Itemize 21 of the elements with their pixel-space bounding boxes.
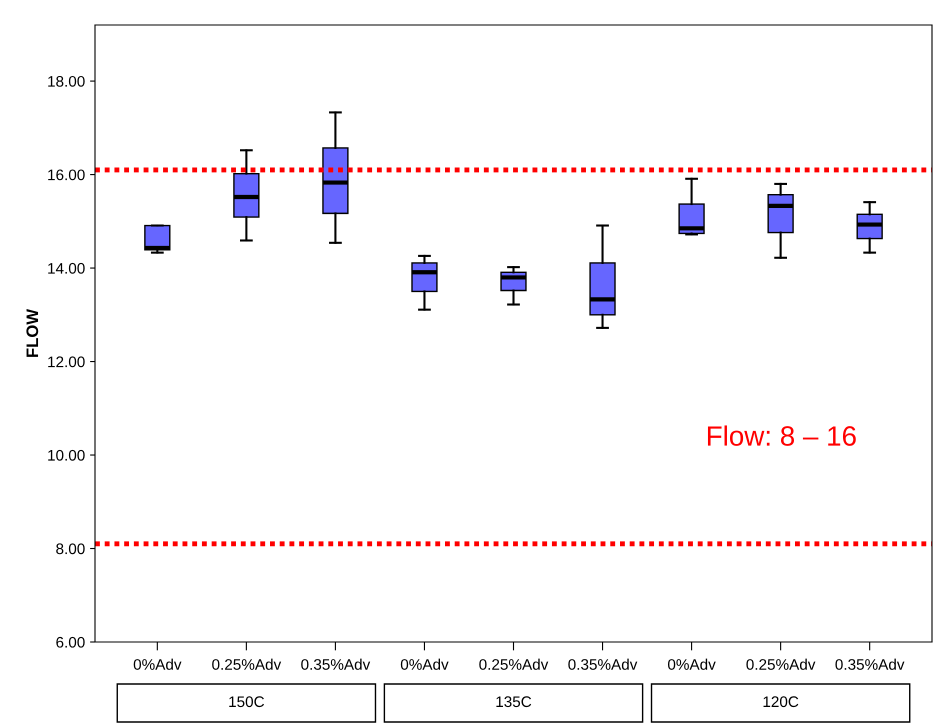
x-tick-label: 0%Adv xyxy=(668,658,716,670)
x-tick-label: 0%Adv xyxy=(400,658,449,670)
x-tick-label: 0.25%Adv xyxy=(746,658,816,670)
y-tick-label: 18.00 xyxy=(48,76,85,87)
x-tick-label: 0.35%Adv xyxy=(568,658,638,670)
y-axis-title: FLOW xyxy=(26,308,38,357)
x-tick-label: 0.25%Adv xyxy=(479,658,548,670)
text: 120C xyxy=(764,696,798,708)
text: 150C xyxy=(229,696,264,708)
y-tick-label: 14.00 xyxy=(48,262,85,274)
x-tick-label: 0%Adv xyxy=(134,658,182,670)
y-tick-label: 12.00 xyxy=(48,356,85,368)
y-tick-label: 10.00 xyxy=(48,450,85,461)
text: 135C xyxy=(496,696,532,708)
y-tick-label: 8.00 xyxy=(56,543,85,554)
x-tick-label: 0.25%Adv xyxy=(212,658,282,670)
annotation: Flow: 8 – 16 xyxy=(708,425,856,446)
x-tick-label: 0.35%Adv xyxy=(835,658,904,670)
y-tick-label: 6.00 xyxy=(56,636,85,648)
x-tick-label: 0.35%Adv xyxy=(301,658,370,670)
y-tick-label: 16.00 xyxy=(48,169,85,180)
